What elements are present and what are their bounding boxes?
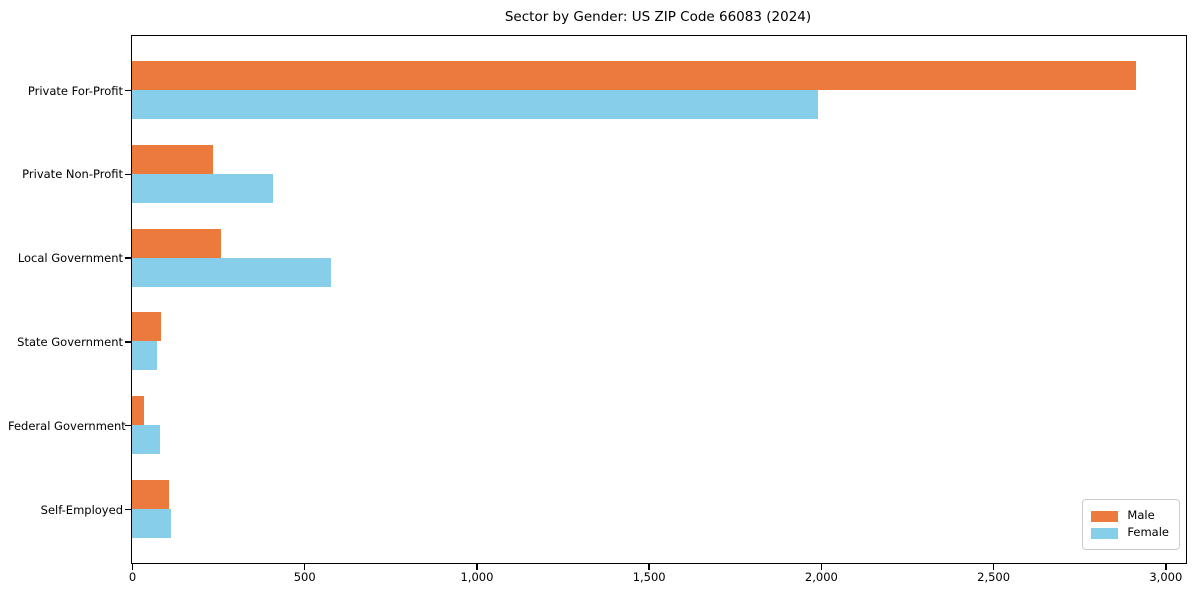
legend-swatch-male [1091,510,1119,522]
x-tick-label: 3,000 [1149,570,1183,584]
x-tick-label: 2,000 [804,570,838,584]
y-tick-mark [125,341,131,343]
legend: Male Female [1082,499,1180,550]
y-tick-label: Local Government [17,251,123,266]
x-tick-mark [820,563,823,570]
x-tick-label: 1,500 [632,570,666,584]
y-tick-mark [125,89,131,92]
x-tick-mark [992,563,995,570]
y-tick-mark [125,508,131,511]
bar-male-5 [132,396,145,426]
legend-swatch-female [1091,527,1119,539]
bar-male-2 [132,144,214,174]
bar-female-1 [132,90,818,119]
legend-label: Male [1127,508,1155,523]
bar-female-3 [132,257,332,287]
x-tick-mark [131,563,134,570]
y-tick-label: Private For-Profit [27,83,123,98]
y-tick-mark [125,257,131,259]
bar-female-5 [132,425,160,455]
y-tick-label: Federal Government [8,418,126,433]
y-tick-mark [125,424,131,427]
bar-female-2 [132,173,274,203]
legend-label: Female [1127,525,1169,540]
x-tick-label: 500 [293,570,316,584]
y-tick-label: Private Non-Profit [22,167,123,182]
x-tick-label: 1,000 [460,570,494,584]
plot-area: Male Female [131,35,1187,564]
bar-male-1 [132,61,1137,90]
x-tick-mark [476,563,478,570]
x-tick-mark [303,563,306,570]
y-tick-label: State Government [17,334,123,349]
bar-female-4 [132,341,157,371]
x-tick-mark [648,563,650,570]
bar-male-4 [132,312,162,342]
legend-entry-female: Female [1091,525,1169,540]
bar-male-3 [132,228,222,258]
bar-male-6 [132,480,170,509]
y-tick-label: Self-Employed [40,502,123,517]
x-tick-label: 0 [128,570,137,584]
x-tick-mark [1165,563,1167,570]
bar-female-6 [132,509,171,538]
y-tick-mark [125,173,131,176]
legend-entry-male: Male [1091,509,1169,523]
chart-title: Sector by Gender: US ZIP Code 66083 (202… [504,9,812,25]
x-tick-label: 2,500 [977,570,1011,584]
